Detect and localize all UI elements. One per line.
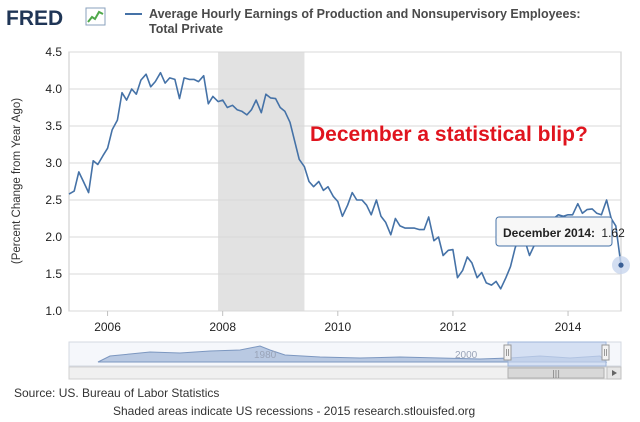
navigator-label-1980: 1980	[254, 350, 277, 361]
scrollbar[interactable]: |||	[68, 366, 622, 380]
x-tick-labels: 2006 2008 2010 2012 2014	[94, 311, 582, 334]
fred-logo-text: FRED	[6, 7, 63, 30]
tooltip-value: 1.62	[601, 226, 625, 240]
grid-layer	[69, 51, 621, 312]
x-tick-label: 2006	[94, 320, 121, 334]
tooltip: December 2014: 1.62	[495, 216, 625, 247]
source-text: Source: US. Bureau of Labor Statistics	[14, 386, 219, 400]
x-tick-label: 2012	[440, 320, 467, 334]
tooltip-label: December 2014:	[503, 226, 595, 240]
y-tick-label: 4.5	[45, 45, 62, 59]
plot-border	[68, 51, 622, 312]
legend-line-2: Total Private	[149, 22, 223, 36]
annotation-text: December a statistical blip?	[310, 123, 588, 146]
x-tick-label: 2014	[555, 320, 582, 334]
navigator[interactable]: 1980 2000	[68, 341, 622, 367]
fred-logo-graph-icon	[85, 7, 106, 26]
recession-band-layer	[218, 52, 305, 311]
navigator-label-2000: 2000	[455, 350, 478, 361]
x-tick-label: 2008	[209, 320, 236, 334]
legend: Average Hourly Earnings of Production an…	[125, 7, 581, 36]
tooltip-box	[495, 216, 613, 247]
y-tick-labels: 1.0 1.5 2.0 2.5 3.0 3.5 4.0 4.5	[45, 45, 62, 318]
tooltip-text: December 2014: 1.62	[503, 226, 625, 240]
hover-point[interactable]	[618, 262, 624, 268]
navigator-selected-range	[507, 341, 607, 367]
y-tick-label: 2.5	[45, 193, 62, 207]
y-tick-label: 1.5	[45, 267, 62, 281]
y-tick-label: 3.0	[45, 156, 62, 170]
series-line-layer	[68, 71, 630, 290]
fred-logo[interactable]: FRED	[6, 7, 106, 30]
series-line	[68, 71, 622, 290]
scrollbar-grip-icon: |||	[552, 369, 560, 378]
footer-note[interactable]: Shaded areas indicate US recessions - 20…	[113, 404, 475, 418]
x-tick-label: 2010	[324, 320, 351, 334]
y-axis-label: (Percent Change from Year Ago)	[11, 98, 23, 264]
navigator-right-handle[interactable]	[601, 344, 610, 361]
legend-line-1: Average Hourly Earnings of Production an…	[149, 7, 581, 21]
scrollbar-thumb[interactable]	[507, 367, 605, 379]
navigator-left-handle[interactable]	[503, 344, 512, 361]
y-tick-label: 3.5	[45, 119, 62, 133]
y-tick-label: 1.0	[45, 304, 62, 318]
recession-band	[218, 52, 305, 311]
y-tick-label: 2.0	[45, 230, 62, 244]
plot-area: 1.0 1.5 2.0 2.5 3.0 3.5 4.0 4.5 2006 2008 2010 201…	[45, 45, 630, 334]
scrollbar-right-arrow-icon[interactable]	[606, 366, 622, 380]
y-tick-label: 4.0	[45, 82, 62, 96]
